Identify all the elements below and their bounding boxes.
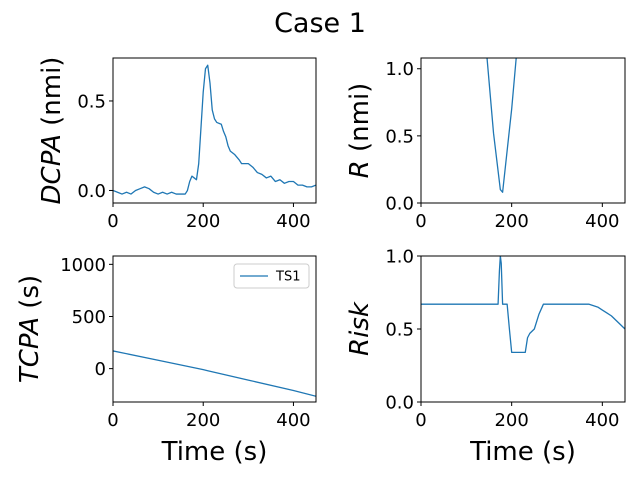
y-tick-label: 1000 [60,255,106,276]
axes-frame [112,255,317,403]
series-line-0 [421,256,625,354]
range-plot: 0 200 400 0.0 0.5 1.0 R (nmi) [345,57,626,232]
y-tick-label: 0 [95,359,106,380]
axes-frame [420,255,626,403]
y-tick-label: 0.0 [77,181,106,202]
legend-label: TS1 [275,270,300,285]
y-tick-label: 500 [72,307,106,328]
y-axis-label: R (nmi) [345,83,375,179]
series-line-0 [113,64,316,195]
x-axis-label: Time (s) [469,437,576,467]
x-tick-label: 400 [276,211,310,232]
axes-frame [420,57,626,204]
y-tick-label: 0.5 [77,91,106,112]
x-axis-label: Time (s) [161,437,268,467]
y-tick-label: 1.0 [385,247,414,268]
series-line-0 [113,350,316,397]
tcpa-plot: 0 200 400 0 500 1000 TCPA (s) Time (s) TS1 [15,255,317,467]
x-tick-label: 400 [276,410,310,431]
axes-frame [112,57,317,204]
x-tick-label: 0 [415,211,426,232]
x-tick-label: 400 [585,410,619,431]
y-axis-label: Risk [345,301,375,356]
series-line-0 [486,58,517,193]
y-tick-label: 0.0 [385,194,414,215]
x-tick-label: 200 [494,410,528,431]
y-tick-label: 0.0 [385,393,414,414]
x-tick-label: 200 [186,211,220,232]
y-tick-label: 0.5 [385,126,414,147]
risk-plot: 0 200 400 0.0 0.5 1.0 Risk Time (s) [345,247,626,467]
legend: TS1 [233,263,310,289]
x-tick-label: 0 [107,211,118,232]
dcpa-plot: 0 200 400 0.0 0.5 DCPA (nmi) [37,57,317,232]
y-tick-label: 1.0 [385,59,414,80]
x-tick-label: 0 [415,410,426,431]
x-tick-label: 0 [107,410,118,431]
x-tick-label: 200 [186,410,220,431]
y-axis-label: TCPA (s) [15,275,45,383]
figure-title: Case 1 [274,8,366,39]
x-tick-label: 200 [494,211,528,232]
x-tick-label: 400 [585,211,619,232]
y-axis-label: DCPA (nmi) [37,57,67,205]
y-tick-label: 0.5 [385,320,414,341]
